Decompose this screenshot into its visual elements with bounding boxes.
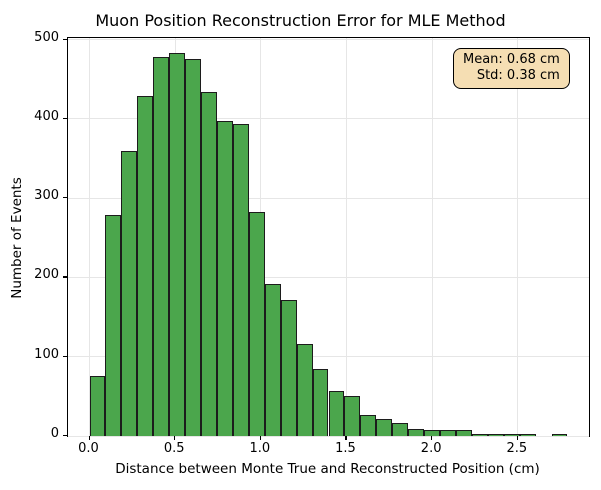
y-tick-mark (63, 117, 67, 120)
gridline-horizontal (68, 118, 589, 120)
histogram-bar (424, 430, 441, 436)
histogram-bar (519, 433, 536, 436)
histogram-bar (264, 283, 281, 436)
x-axis-label: Distance between Monte True and Reconstr… (115, 461, 540, 477)
x-tick-label: 1.5 (335, 441, 356, 456)
histogram-bar (185, 58, 202, 436)
histogram-bar (137, 95, 154, 436)
histogram-bar (280, 300, 297, 436)
histogram-bar (248, 211, 265, 436)
x-tick-mark (174, 436, 176, 440)
histogram-bar (392, 423, 409, 436)
y-tick-mark (63, 276, 67, 278)
y-tick-label: 0 (50, 426, 59, 441)
histogram-bar (105, 214, 122, 436)
mean-value-text: Mean: 0.68 cm (463, 52, 560, 67)
y-tick-mark (63, 197, 67, 199)
histogram-bar (455, 429, 472, 436)
histogram-bar (121, 151, 138, 436)
x-tick-mark (345, 436, 347, 440)
histogram-bar (408, 428, 425, 436)
x-tick-label: 2.5 (506, 441, 528, 456)
histogram-bar (169, 53, 186, 436)
histogram-bar (551, 433, 568, 436)
histogram-bar (201, 91, 217, 436)
histogram-bar (328, 390, 345, 436)
histogram-bar (376, 419, 393, 436)
x-tick-label: 0.0 (78, 441, 99, 456)
histogram-bar (312, 368, 329, 436)
histogram-bar (503, 433, 520, 436)
x-tick-mark (88, 436, 90, 440)
histogram-bar (360, 414, 377, 436)
std-value-text: Std: 0.38 cm (476, 68, 560, 83)
gridline-vertical (517, 38, 519, 436)
x-tick-label: 1.0 (249, 441, 271, 456)
gridline-vertical (89, 38, 90, 436)
y-axis-label: Number of Events (9, 177, 25, 299)
histogram-bar (471, 433, 488, 436)
gridline-horizontal (68, 435, 589, 437)
gridline-horizontal (68, 39, 589, 41)
histogram-bar (232, 124, 249, 436)
histogram-bar (153, 57, 170, 436)
y-tick-mark (63, 38, 67, 40)
gridline-horizontal (68, 356, 589, 358)
gridline-vertical (431, 38, 433, 436)
plot-area (67, 37, 590, 437)
x-tick-mark (516, 436, 518, 440)
stats-annotation-box: Mean: 0.68 cm Std: 0.38 cm (453, 48, 570, 89)
histogram-bar (440, 430, 456, 436)
y-tick-label: 200 (34, 267, 59, 283)
histogram-bar (487, 433, 504, 436)
histogram-bar (216, 121, 233, 436)
gridline-vertical (345, 38, 347, 436)
y-tick-mark (63, 355, 67, 357)
y-tick-label: 400 (34, 108, 59, 124)
y-tick-label: 300 (34, 188, 59, 204)
x-tick-label: 0.5 (163, 441, 185, 456)
y-tick-mark (63, 435, 67, 437)
x-tick-mark (259, 436, 261, 440)
gridline-horizontal (68, 197, 589, 199)
y-tick-label: 500 (34, 29, 59, 45)
histogram-bar (296, 344, 313, 436)
histogram-bar (89, 375, 106, 436)
gridline-horizontal (68, 276, 589, 278)
y-tick-label: 100 (34, 346, 59, 362)
histogram-bar (344, 395, 361, 436)
x-tick-mark (431, 436, 433, 440)
x-tick-label: 2.0 (420, 441, 442, 456)
chart-title: Muon Position Reconstruction Error for M… (95, 11, 506, 30)
